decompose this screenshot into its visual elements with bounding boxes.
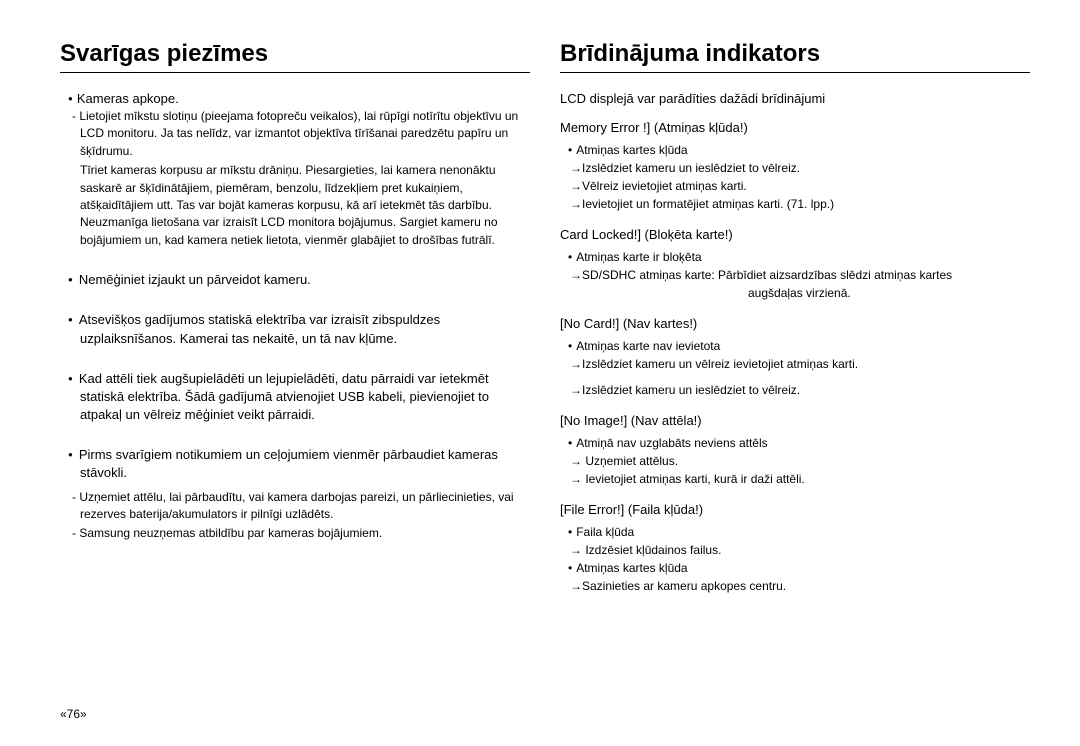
error-action: Ievietojiet un formatējiet atmiņas karti… <box>560 195 1030 213</box>
bullet-item: Kameras apkope. <box>60 91 530 106</box>
error-cause: Atmiņas karte ir bloķēta <box>560 248 1030 266</box>
error-title: [No Image!] (Nav attēla!) <box>560 413 1030 428</box>
error-action: Izdzēsiet kļūdainos failus. <box>560 541 1030 559</box>
dash-item: Uzņemiet attēlu, lai pārbaudītu, vai kam… <box>60 489 530 524</box>
error-action: Izslēdziet kameru un ieslēdziet to vēlre… <box>560 159 1030 177</box>
error-action-cont: augšdaļas virzienā. <box>560 284 1030 302</box>
error-action: SD/SDHC atmiņas karte: Pārbīdiet aizsard… <box>560 266 1030 284</box>
error-action: Sazinieties ar kameru apkopes centru. <box>560 577 1030 595</box>
error-cause: Faila kļūda <box>560 523 1030 541</box>
error-action: Izslēdziet kameru un vēlreiz ievietojiet… <box>560 355 1030 373</box>
error-title: Card Locked!] (Bloķēta karte!) <box>560 227 1030 242</box>
error-cause: Atmiņas kartes kļūda <box>560 559 1030 577</box>
error-cause: Atmiņā nav uzglabāts neviens attēls <box>560 434 1030 452</box>
error-cause: Atmiņas kartes kļūda <box>560 141 1030 159</box>
left-heading: Svarīgas piezīmes <box>60 40 530 73</box>
bullet-item: Pirms svarīgiem notikumiem un ceļojumiem… <box>72 446 530 482</box>
error-cause: Atmiņas karte nav ievietota <box>560 337 1030 355</box>
dash-item: Lietojiet mīkstu slotiņu (pieejama fotop… <box>60 108 530 160</box>
bullet-item: Atsevišķos gadījumos statiskā elektrība … <box>72 311 530 347</box>
body-text: Tīriet kameras korpusu ar mīkstu drāniņu… <box>60 162 530 249</box>
bullet-item: Nemēģiniet izjaukt un pārveidot kameru. <box>72 271 530 289</box>
error-action: Vēlreiz ievietojiet atmiņas karti. <box>560 177 1030 195</box>
intro-text: LCD displejā var parādīties dažādi brīdi… <box>560 91 1030 106</box>
left-column: Svarīgas piezīmes Kameras apkope. Lietoj… <box>60 40 530 595</box>
right-column: Brīdinājuma indikators LCD displejā var … <box>560 40 1030 595</box>
right-heading: Brīdinājuma indikators <box>560 40 1030 73</box>
error-title: [No Card!] (Nav kartes!) <box>560 316 1030 331</box>
error-title: Memory Error !] (Atmiņas kļūda!) <box>560 120 1030 135</box>
error-action: Ievietojiet atmiņas karti, kurā ir daži … <box>560 470 1030 488</box>
bullet-item: Kad attēli tiek augšupielādēti un lejupi… <box>72 370 530 425</box>
dash-item: Samsung neuzņemas atbildību par kameras … <box>60 525 530 542</box>
error-title: [File Error!] (Faila kļūda!) <box>560 502 1030 517</box>
page-number: «76» <box>60 707 87 721</box>
error-action: Uzņemiet attēlus. <box>560 452 1030 470</box>
error-action: Izslēdziet kameru un ieslēdziet to vēlre… <box>560 381 1030 399</box>
